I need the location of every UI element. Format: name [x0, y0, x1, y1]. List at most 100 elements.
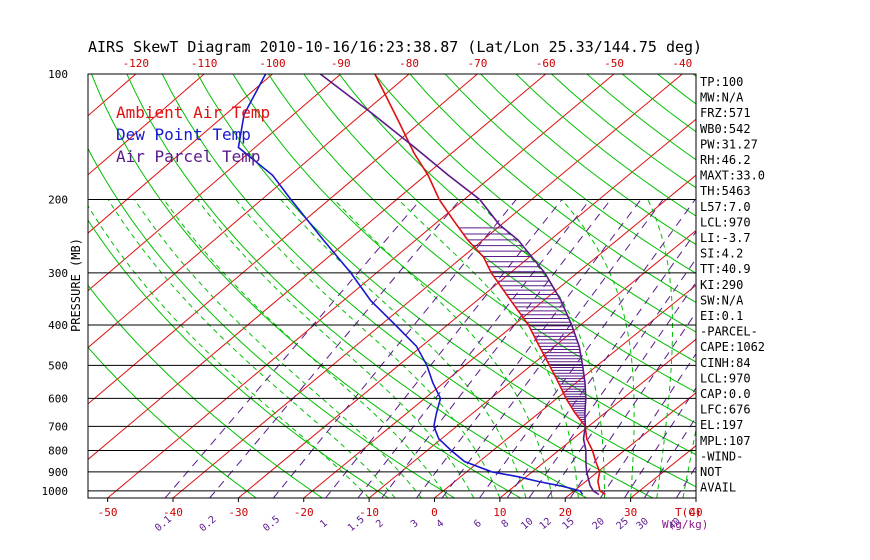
legend-entry: Dew Point Temp: [116, 125, 251, 144]
pressure-tick-label: 400: [48, 319, 68, 332]
bottom-temp-tick-label: -20: [294, 506, 314, 519]
pressure-tick-label: 800: [48, 444, 68, 457]
mixing-ratio-unit-label: W(g/kg): [662, 518, 708, 531]
stat-item: LCL:970: [700, 215, 751, 229]
mixing-ratio-line: [479, 199, 696, 498]
stat-item: FRZ:571: [700, 106, 751, 120]
legend-entry: Air Parcel Temp: [116, 147, 261, 166]
stat-item: -PARCEL-: [700, 325, 758, 339]
pressure-tick-label: 600: [48, 392, 68, 405]
stat-item: SI:4.2: [700, 247, 743, 261]
pressure-tick-label: 1000: [42, 485, 69, 498]
bottom-temp-tick-label: -40: [163, 506, 183, 519]
stat-item: CAP:0.0: [700, 387, 751, 401]
dry-adiabat-line: [444, 74, 696, 274]
mixing-ratio-label: 1: [318, 518, 330, 530]
stat-item: MAXT:33.0: [700, 169, 765, 183]
stat-item: TH:5463: [700, 184, 751, 198]
dry-adiabat-line: [197, 74, 696, 488]
mixing-ratio-line: [416, 199, 642, 498]
stat-item: TT:40.9: [700, 262, 751, 276]
plot-frame: [87, 73, 697, 499]
chart-title: AIRS SkewT Diagram 2010-10-16/16:23:38.8…: [88, 38, 702, 56]
stat-item: PW:31.27: [700, 137, 758, 151]
dry-adiabat-line: [374, 74, 696, 333]
dry-adiabat-line: [88, 219, 389, 498]
stat-item: MW:N/A: [700, 91, 744, 105]
isotherm-line: [88, 74, 410, 349]
pressure-tick-label: 100: [48, 68, 68, 81]
dry-adiabat-line: [126, 74, 588, 498]
mixing-ratio-label: 2: [374, 518, 386, 530]
dry-adiabat-line: [88, 346, 257, 498]
mixing-ratio-line: [209, 199, 461, 498]
bottom-temp-tick-label: 20: [559, 506, 572, 519]
isotherm-line: [238, 118, 696, 498]
bottom-temp-tick-label: -30: [228, 506, 248, 519]
moist-adiabat-line: [134, 199, 422, 498]
stat-item: EL:197: [700, 418, 743, 432]
y-axis-label: PRESSURE (MB): [69, 238, 83, 332]
dry-adiabat-line: [161, 74, 654, 498]
bottom-temp-tick-label: 30: [624, 506, 637, 519]
pressure-tick-label: 300: [48, 267, 68, 280]
profile-series: [237, 74, 606, 496]
mixing-ratio-line: [325, 199, 563, 498]
legend-entry: Ambient Air Temp: [116, 103, 270, 122]
stat-item: LCL:970: [700, 371, 751, 385]
mixing-ratio-label: 4: [435, 518, 447, 530]
stat-item: -WIND-: [700, 449, 743, 463]
isotherm-line: [88, 74, 205, 176]
mixing-ratio-line: [599, 352, 696, 498]
stat-item: LFC:676: [700, 403, 751, 417]
stat-item: KI:290: [700, 278, 743, 292]
mixing-ratio-line: [569, 311, 696, 498]
mixing-ratio-label: 8: [500, 518, 512, 530]
mixing-ratio-line: [528, 258, 696, 498]
mixing-ratio-line: [164, 199, 422, 498]
mixing-ratio-line: [623, 387, 696, 498]
top-temp-tick-label: -80: [399, 57, 419, 70]
mixing-ratio-line: [643, 416, 696, 498]
profile-line-dew-point-temp: [237, 74, 584, 495]
isotherm-line: [368, 229, 696, 498]
x-axis-label: T(C): [675, 506, 702, 519]
mixing-ratio-line: [381, 199, 612, 498]
dry-adiabat-line: [88, 284, 323, 498]
top-temp-tick-label: -100: [259, 57, 286, 70]
dry-adiabat-line: [88, 147, 455, 498]
legend: Ambient Air Temp Dew Point Temp Air Parcel…: [116, 103, 270, 166]
moist-adiabat-line: [647, 199, 673, 498]
dry-adiabat-line: [91, 74, 521, 498]
stat-item: MPL:107: [700, 434, 751, 448]
dry-adiabat-line: [409, 74, 696, 304]
profile-line-air-parcel-temp: [319, 74, 600, 496]
top-temp-tick-label: -70: [467, 57, 487, 70]
isotherm-line: [88, 74, 273, 234]
stat-item: LI:-3.7: [700, 231, 751, 245]
moist-adiabat-line: [333, 199, 553, 498]
top-temp-tick-label: -60: [536, 57, 556, 70]
stat-item: AVAIL: [700, 481, 736, 495]
stat-item: RH:46.2: [700, 153, 751, 167]
bottom-temp-tick-label: 0: [431, 506, 438, 519]
diagram-grid: [88, 74, 696, 498]
pressure-tick-label: 700: [48, 420, 68, 433]
mixing-ratio-line: [441, 199, 664, 498]
stat-item: NOT: [700, 465, 722, 479]
mixing-ratio-label: 3: [409, 518, 421, 530]
bottom-temp-tick-label: -50: [98, 506, 118, 519]
top-temp-tick-label: -40: [672, 57, 692, 70]
profile-line-ambient-air-temp: [374, 74, 606, 496]
stat-item: WB0:542: [700, 122, 751, 136]
top-temp-tick-label: -50: [604, 57, 624, 70]
stat-item: SW:N/A: [700, 293, 744, 307]
mixing-ratio-line: [506, 230, 696, 498]
bottom-temp-tick-label: 40: [689, 506, 702, 519]
stat-item: CAPE:1062: [700, 340, 765, 354]
dry-adiabat-line: [338, 74, 696, 363]
isotherm-line: [564, 392, 696, 498]
top-temp-tick-label: -90: [331, 57, 351, 70]
